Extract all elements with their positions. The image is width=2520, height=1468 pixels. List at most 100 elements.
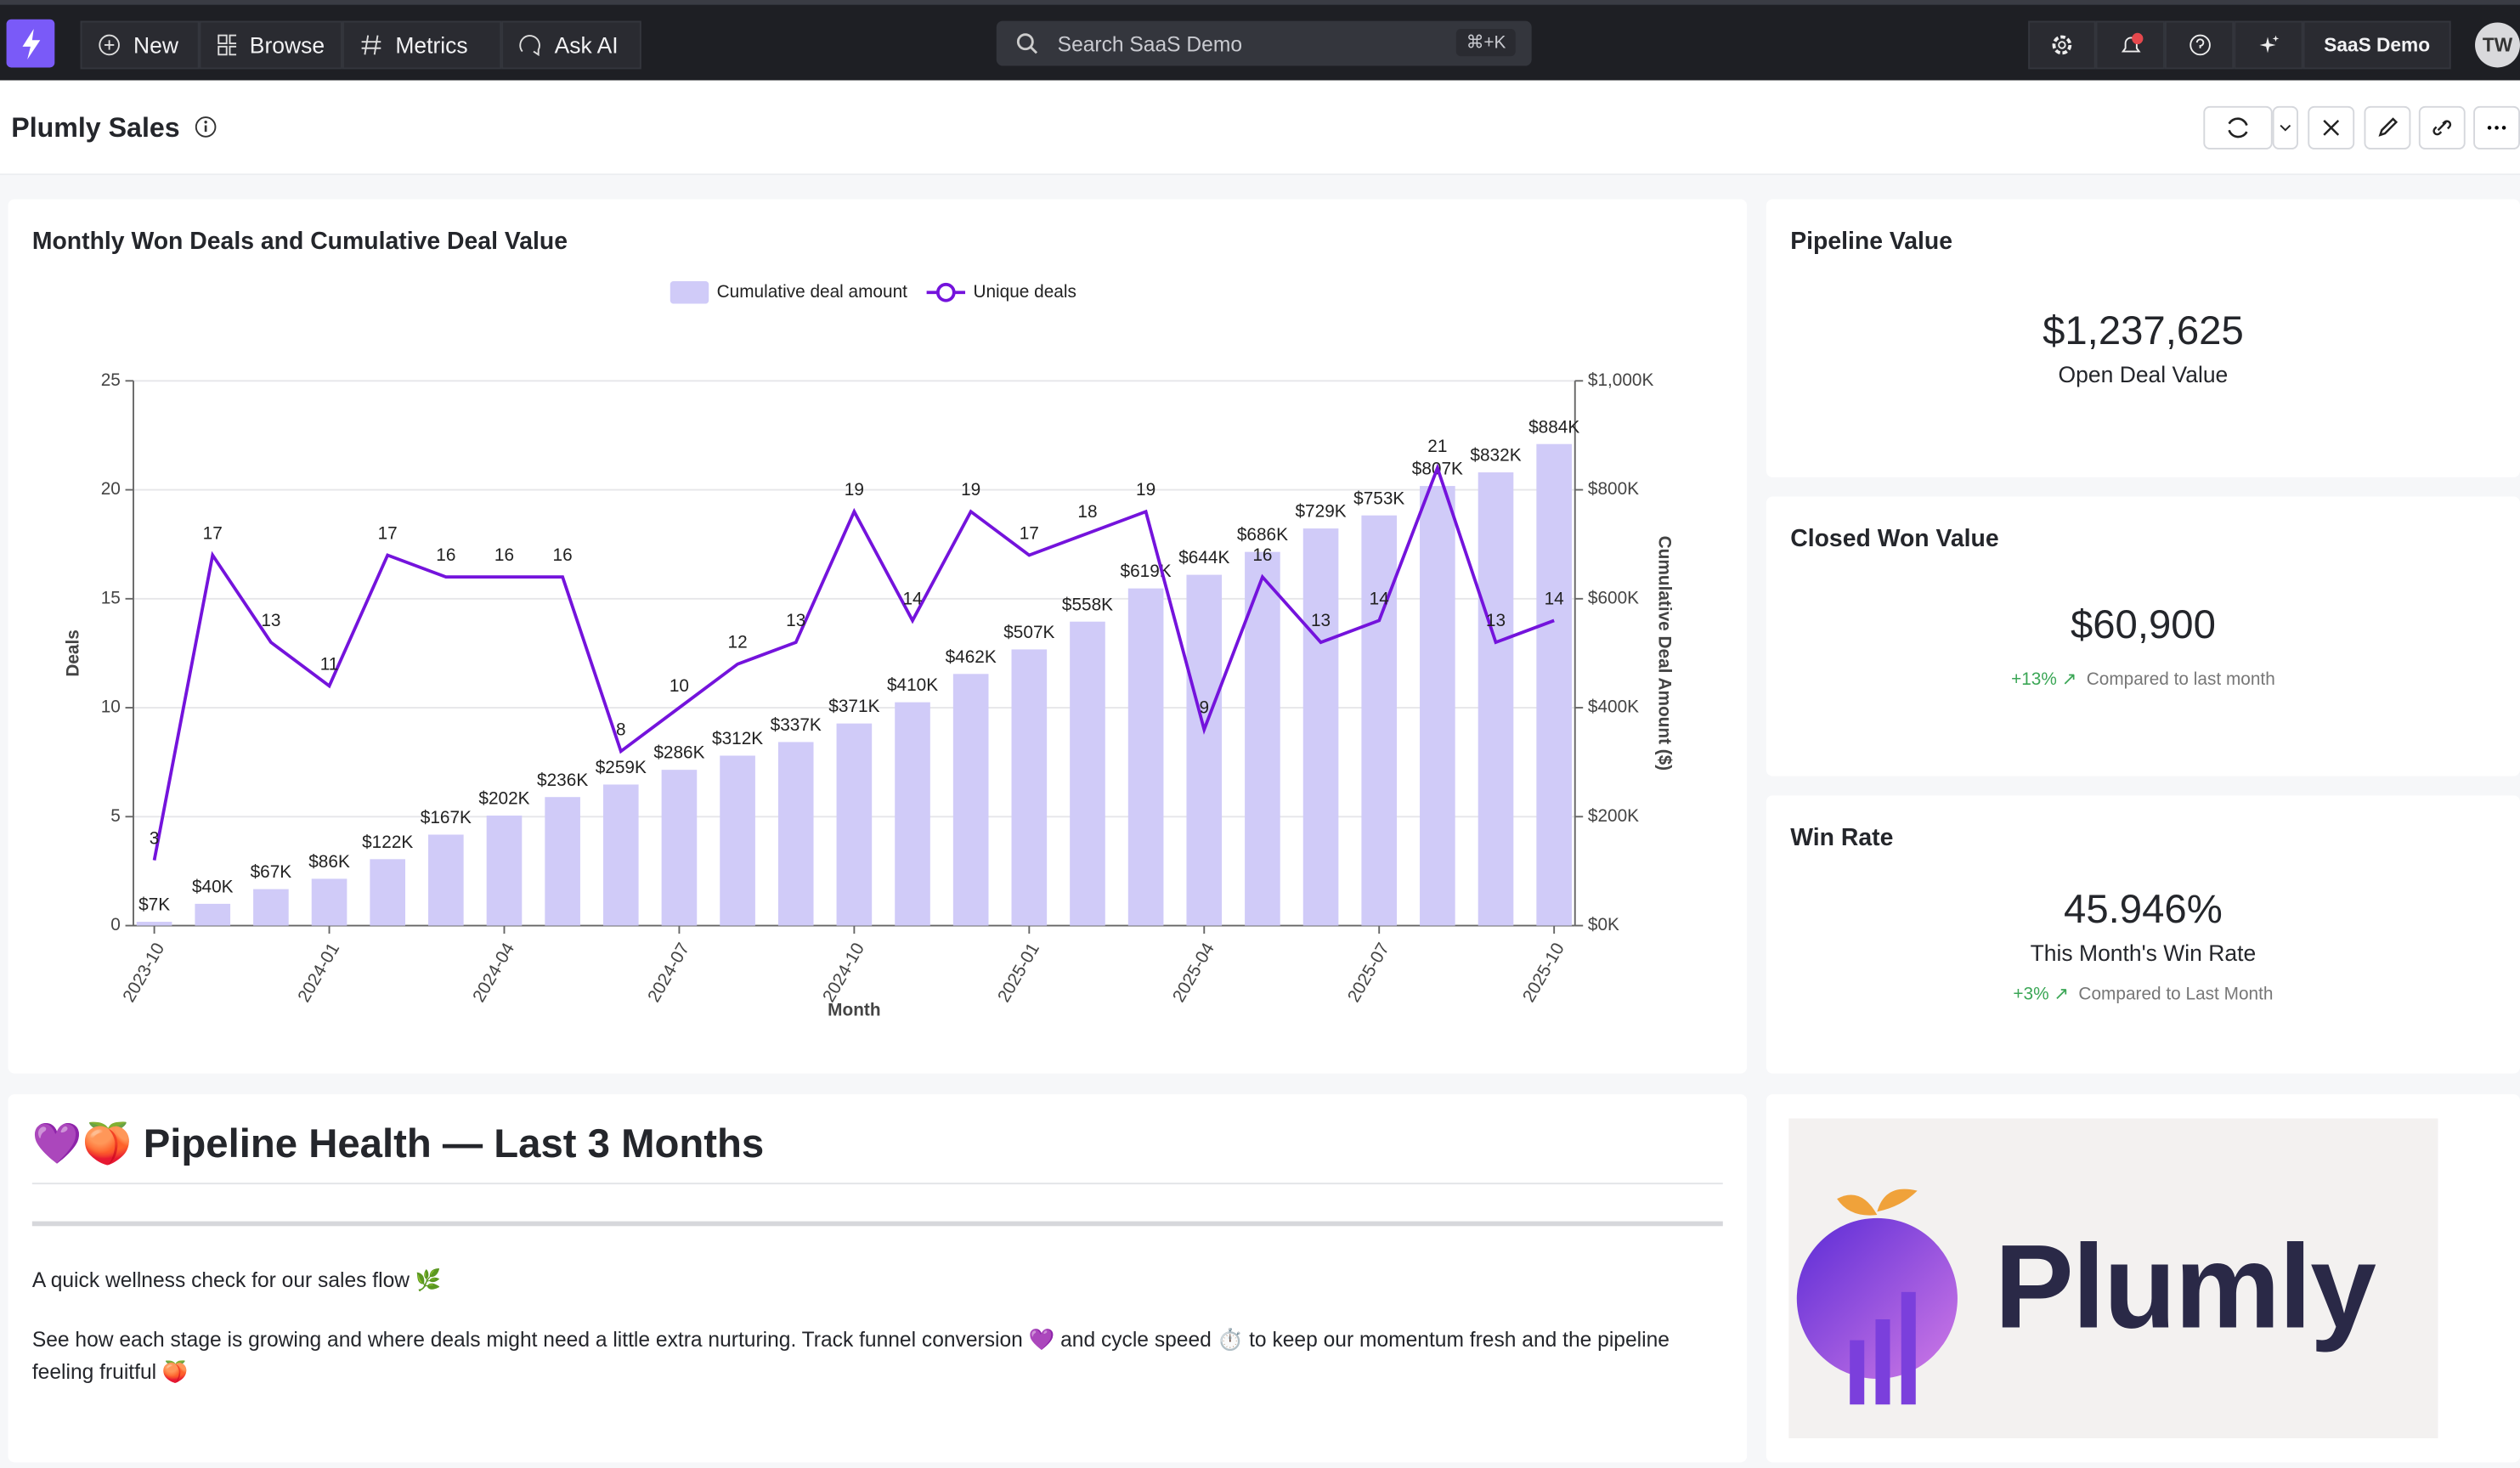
help-button[interactable] — [2164, 20, 2235, 70]
rule — [31, 1221, 1723, 1227]
bar — [661, 770, 698, 926]
edit-button[interactable] — [2364, 105, 2411, 150]
notifications-button[interactable] — [2095, 20, 2165, 70]
y2-tick-label: $600K — [1588, 588, 1639, 607]
label: Ask AI — [554, 31, 619, 59]
bar-value-label: $371K — [828, 697, 879, 716]
comparison-text: Compared to last month — [2086, 669, 2275, 690]
paragraph: A quick wellness check for our sales flo… — [31, 1268, 442, 1292]
bar-value-label: $312K — [712, 729, 763, 748]
bar-value-label: $558K — [1062, 595, 1113, 614]
shortcut: ⌘+K — [1456, 29, 1516, 57]
divider — [31, 1183, 1723, 1185]
line-value-label: 11 — [320, 654, 339, 674]
kpi-delta: +3% — [2013, 985, 2049, 1005]
line-value-label: 18 — [1077, 502, 1097, 522]
kpi-title: Win Rate — [1790, 824, 1894, 852]
line-value-label: 3 — [150, 829, 160, 849]
bar-value-label: $337K — [771, 715, 822, 735]
workspace-button[interactable]: SaaS Demo — [2302, 20, 2451, 70]
line-value-label: 13 — [261, 611, 280, 630]
y2-tick-label: $0K — [1588, 915, 1619, 934]
kpi-delta: +13% — [2011, 669, 2057, 690]
line — [152, 463, 1555, 861]
bar — [952, 674, 989, 926]
icon — [99, 34, 120, 56]
icon — [2378, 117, 2399, 137]
bar-value-label: $619K — [1121, 562, 1172, 581]
bar — [1478, 472, 1514, 926]
line-value-label: 17 — [203, 523, 223, 543]
bar-value-label: $729K — [1295, 502, 1346, 522]
icon — [2323, 119, 2340, 136]
chart: 0 5 10 15 20 25 $0K $200K $400K $600K $800K $1,000K… — [64, 281, 1674, 1019]
x-tick-label: 2025-04 — [1169, 940, 1218, 1006]
bar-value-label: $644K — [1178, 548, 1229, 567]
bar — [1536, 443, 1572, 926]
legend-marker — [935, 282, 956, 302]
x-tick-label: 2025-10 — [1519, 940, 1568, 1006]
search-box[interactable]: Search SaaS Demo ⌘+K — [996, 20, 1532, 66]
refresh-button[interactable] — [2203, 105, 2273, 150]
bar — [486, 816, 523, 926]
icon — [2052, 35, 2072, 55]
chart-card: Monthly Won Deals and Cumulative Deal Va… — [8, 199, 1748, 1074]
fullscreen-button[interactable] — [2308, 105, 2355, 150]
icon — [519, 35, 540, 57]
icon — [2280, 124, 2291, 132]
bar-value-label: $122K — [362, 833, 413, 852]
bar-value-label: $507K — [1003, 623, 1054, 642]
y2-tick-label: $400K — [1588, 697, 1639, 717]
line-value-label: 16 — [1252, 545, 1272, 565]
bar — [836, 723, 873, 926]
bar-value-label: $884K — [1528, 417, 1579, 437]
bar — [1070, 621, 1105, 926]
more-button[interactable] — [2473, 105, 2520, 150]
label: Metrics — [395, 31, 468, 59]
browse-button[interactable]: Browse — [199, 20, 342, 70]
metrics-button[interactable]: Metrics — [342, 20, 502, 70]
x-tick-label: 2024-10 — [819, 940, 868, 1006]
logo-button[interactable] — [6, 19, 55, 68]
y-tick-label: 15 — [101, 588, 121, 607]
comparison-text: Compared to Last Month — [2078, 985, 2274, 1005]
line-value-label: 10 — [670, 676, 689, 696]
x-tick-label: 2025-01 — [994, 940, 1043, 1006]
kpi-label: Open Deal Value — [2058, 361, 2229, 387]
icon — [2228, 117, 2248, 138]
y-tick-label: 5 — [110, 806, 121, 826]
bar — [1420, 486, 1455, 926]
settings-button[interactable] — [2028, 20, 2096, 70]
line-value-label: 21 — [1427, 437, 1447, 456]
title-bar: Plumly Sales — [0, 80, 2520, 176]
avatar[interactable]: TW — [2475, 22, 2520, 68]
ai-button[interactable] — [2234, 20, 2303, 70]
bar — [370, 859, 405, 926]
legend-label: Unique deals — [973, 282, 1076, 302]
bar — [602, 784, 639, 926]
x-tick-label: 2024-01 — [294, 940, 343, 1006]
heading: 💜🍑 Pipeline Health — Last 3 Months — [31, 1121, 765, 1167]
y2-axis-label: Cumulative Deal Amount ($) — [1654, 536, 1674, 771]
line-value-label: 12 — [728, 633, 748, 652]
link-button[interactable] — [2418, 105, 2466, 150]
y-tick-label: 0 — [110, 915, 121, 934]
info-icon[interactable] — [195, 116, 217, 138]
new-button[interactable]: New — [80, 20, 200, 70]
bar-value-label: $462K — [946, 647, 997, 667]
y2-tick-label: $1,000K — [1588, 370, 1654, 390]
refresh-menu[interactable] — [2272, 105, 2298, 150]
kpi-title: Pipeline Value — [1790, 228, 1953, 256]
bar — [720, 755, 755, 926]
y-tick-label: 20 — [101, 479, 121, 499]
y-tick-label: 25 — [101, 370, 121, 390]
bar-value-label: $286K — [653, 743, 704, 763]
x-tick-label: 2024-04 — [469, 940, 518, 1006]
logo-icon — [22, 29, 41, 59]
ask-ai-button[interactable]: Ask AI — [501, 20, 641, 70]
top-nav: New Browse Metrics Ask AI Search SaaS De… — [0, 0, 2520, 81]
kpi-value: $60,900 — [2070, 602, 2216, 648]
bar-value-label: $7K — [138, 895, 170, 915]
icon — [2432, 120, 2452, 136]
